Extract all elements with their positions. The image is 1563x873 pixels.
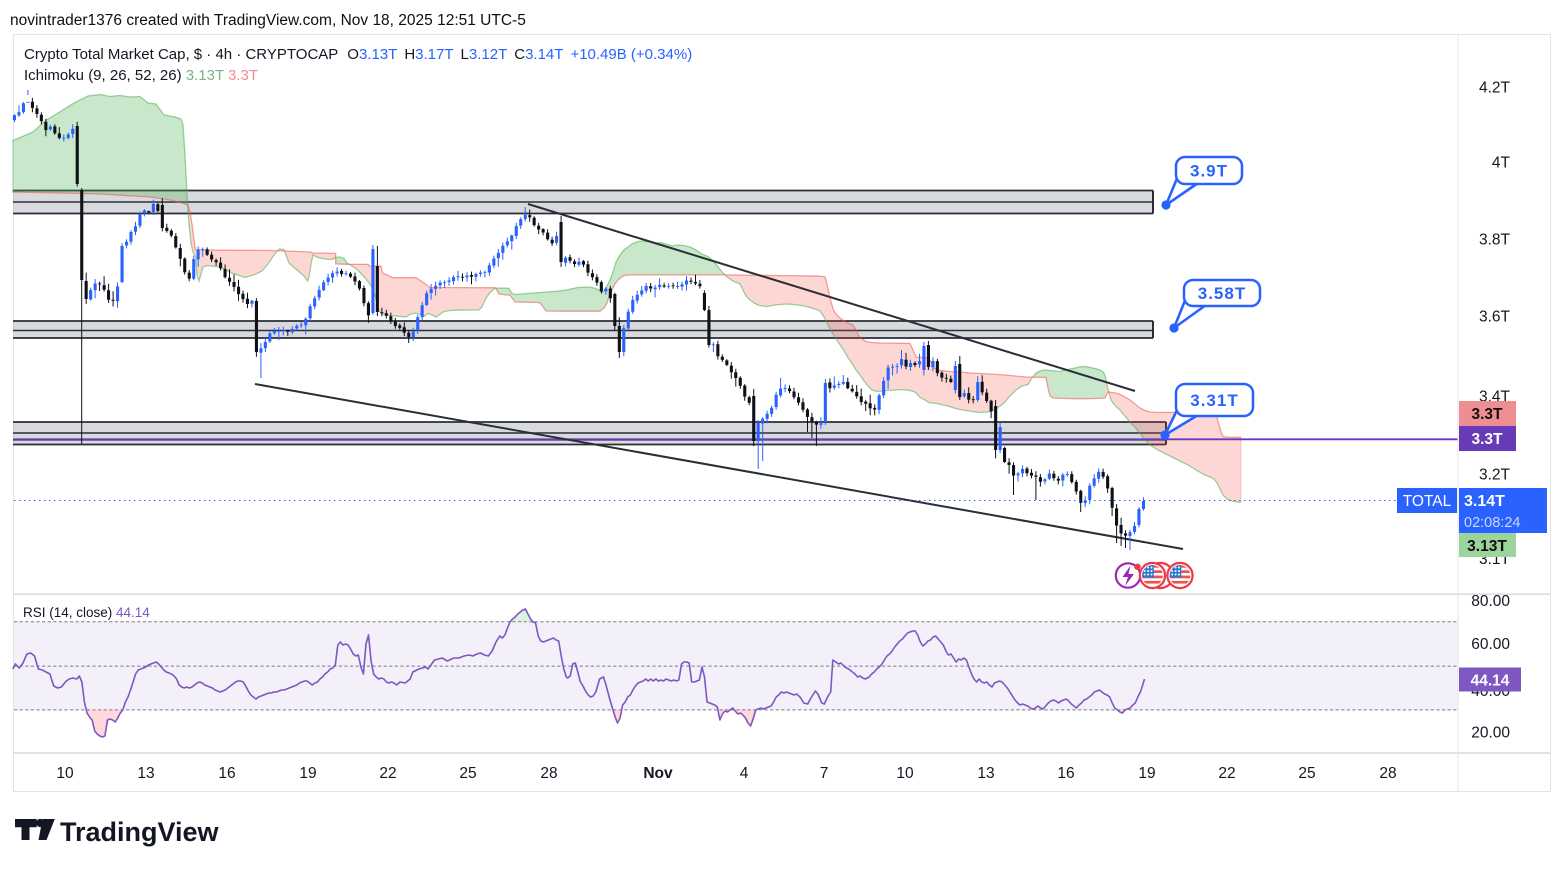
svg-text:3.14T: 3.14T bbox=[1464, 493, 1505, 510]
svg-text:13: 13 bbox=[977, 765, 994, 782]
svg-text:80.00: 80.00 bbox=[1471, 593, 1510, 610]
svg-text:4T: 4T bbox=[1492, 155, 1511, 172]
svg-text:25: 25 bbox=[1298, 765, 1315, 782]
svg-text:4: 4 bbox=[740, 765, 749, 782]
svg-text:13: 13 bbox=[137, 765, 154, 782]
svg-text:60.00: 60.00 bbox=[1471, 636, 1510, 653]
svg-text:TOTAL: TOTAL bbox=[1403, 493, 1452, 510]
svg-text:7: 7 bbox=[820, 765, 829, 782]
svg-text:TradingView: TradingView bbox=[60, 817, 220, 847]
svg-text:16: 16 bbox=[1057, 765, 1074, 782]
svg-text:3.3T: 3.3T bbox=[1471, 431, 1503, 448]
svg-text:19: 19 bbox=[1138, 765, 1155, 782]
svg-text:3.2T: 3.2T bbox=[1479, 467, 1511, 484]
svg-text:novintrader1376 created with T: novintrader1376 created with TradingView… bbox=[10, 12, 526, 29]
svg-text:3.8T: 3.8T bbox=[1479, 232, 1511, 249]
svg-text:Crypto Total Market Cap, $ · 4: Crypto Total Market Cap, $ · 4h · CRYPTO… bbox=[24, 46, 692, 63]
svg-text:10: 10 bbox=[896, 765, 914, 782]
svg-text:02:08:24: 02:08:24 bbox=[1464, 515, 1520, 531]
svg-text:19: 19 bbox=[299, 765, 316, 782]
svg-text:3.13T: 3.13T bbox=[1467, 538, 1507, 555]
svg-text:Ichimoku (9, 26, 52, 26) 3.13T: Ichimoku (9, 26, 52, 26) 3.13T 3.3T bbox=[24, 67, 258, 84]
svg-text:RSI (14, close) 44.14: RSI (14, close) 44.14 bbox=[23, 605, 150, 620]
svg-text:Nov: Nov bbox=[643, 765, 673, 782]
svg-text:16: 16 bbox=[218, 765, 235, 782]
svg-text:10: 10 bbox=[56, 765, 74, 782]
svg-text:20.00: 20.00 bbox=[1471, 724, 1510, 741]
svg-text:3.9T: 3.9T bbox=[1190, 162, 1228, 181]
svg-text:25: 25 bbox=[459, 765, 476, 782]
svg-text:22: 22 bbox=[379, 765, 396, 782]
svg-text:44.14: 44.14 bbox=[1471, 673, 1510, 690]
svg-text:4.2T: 4.2T bbox=[1479, 80, 1511, 97]
svg-text:28: 28 bbox=[1379, 765, 1396, 782]
svg-text:22: 22 bbox=[1218, 765, 1235, 782]
svg-text:3.6T: 3.6T bbox=[1479, 309, 1511, 326]
svg-text:3.58T: 3.58T bbox=[1198, 284, 1246, 303]
svg-text:3.31T: 3.31T bbox=[1190, 391, 1238, 410]
svg-text:3.3T: 3.3T bbox=[1471, 406, 1503, 423]
svg-text:28: 28 bbox=[540, 765, 557, 782]
